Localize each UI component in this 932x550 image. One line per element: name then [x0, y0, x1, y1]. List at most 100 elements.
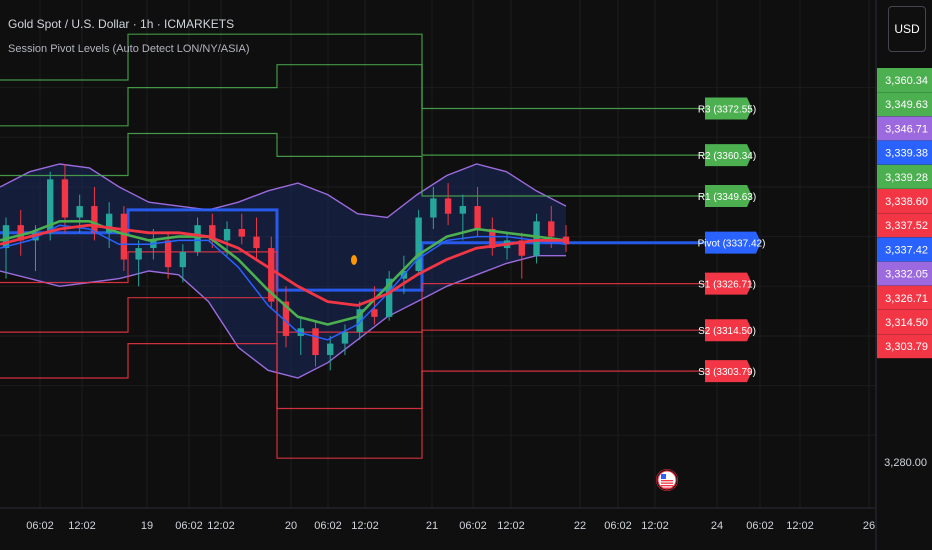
time-tick-label: 06:02	[175, 520, 203, 532]
pivot-label-tag	[705, 272, 752, 295]
indicator-label[interactable]: Session Pivot Levels (Auto Detect LON/NY…	[8, 43, 250, 55]
candle-body	[371, 309, 378, 317]
price-label-box	[877, 140, 932, 165]
price-label-box	[877, 334, 932, 359]
price-label-text: 3,332.05	[885, 269, 928, 281]
us-flag-icon-ring	[656, 469, 678, 491]
time-tick-label: 21	[426, 520, 438, 532]
time-tick-label: 12:02	[68, 520, 96, 532]
candle-body	[61, 179, 69, 218]
pivot-label-tag	[705, 185, 752, 208]
candle-body	[17, 225, 24, 241]
price-label-box	[877, 92, 932, 117]
us-flag-icon-stripe	[661, 480, 673, 482]
chart-title: Gold Spot / U.S. Dollar · 1h · ICMARKETS	[8, 17, 235, 31]
price-label-box	[877, 189, 932, 213]
candle-body	[415, 217, 422, 271]
time-tick-label: 12:02	[641, 520, 669, 532]
candle-body	[533, 221, 540, 256]
price-axis[interactable]: 3,360.34 3,349.63 3,346.71 3,339.38 3,339.28…	[875, 0, 932, 550]
time-axis[interactable]: 06:02 12:02 19 06:02 12:02 20 06:02 12:02 21 06:0…	[0, 507, 876, 532]
candle-body	[2, 225, 10, 249]
price-label-box	[877, 68, 932, 92]
price-label-box	[877, 310, 932, 334]
price-label-text: 3,337.52	[885, 220, 928, 232]
candle-body	[76, 206, 83, 218]
price-label-text: 3,349.63	[885, 99, 928, 111]
candle-body	[194, 225, 201, 252]
price-label-box	[877, 164, 932, 189]
price-label-text: 3,314.50	[885, 317, 928, 329]
moving-averages	[0, 220, 567, 341]
time-tick-label: 06:02	[604, 520, 632, 532]
level-line-s3	[0, 343, 705, 459]
pivot-label-text: R1 (3349.63)	[698, 192, 756, 203]
candle-body	[459, 206, 467, 214]
pivot-label-tag	[705, 360, 752, 383]
time-tick-label: 12:02	[786, 520, 814, 532]
price-label-text: 3,339.28	[885, 172, 928, 184]
pivot-label-tag	[705, 231, 761, 254]
pivot-label-text: Pivot (3337.42)	[698, 239, 766, 250]
candle-body	[474, 206, 481, 229]
pivot-level-labels: R3 (3372.55) R2 (3360.34) R1 (3349.63) Pivo…	[698, 97, 766, 383]
bollinger-upper-line	[0, 163, 567, 219]
candle-body	[268, 248, 275, 302]
ema-mid-line	[0, 224, 567, 341]
price-label-box	[877, 285, 932, 310]
candle-body	[91, 206, 98, 233]
price-label-box	[877, 213, 932, 238]
price-label-text: 3,360.34	[885, 75, 928, 87]
pivot-label-tag	[705, 97, 752, 120]
candle-body	[253, 236, 260, 249]
candle-body	[32, 232, 39, 241]
price-label-text: 3,303.79	[885, 341, 928, 353]
candle-body	[282, 301, 290, 336]
candle-body	[518, 240, 525, 256]
time-tick-label: 06:02	[314, 520, 342, 532]
time-tick-label: 12:02	[497, 520, 525, 532]
currency-selector[interactable]: USD	[888, 6, 926, 52]
price-tick-label: 3,280.00	[884, 457, 927, 469]
candle-body	[430, 198, 437, 218]
candle-body	[238, 228, 245, 237]
price-label-text: 3,326.71	[885, 293, 928, 305]
candle-body	[312, 328, 319, 356]
bollinger-fill	[0, 164, 566, 378]
time-tick-label: 06:02	[459, 520, 487, 532]
time-tick-label: 20	[285, 520, 297, 532]
candle-body	[105, 213, 113, 233]
us-event-flag[interactable]	[656, 469, 678, 491]
candle-body	[120, 213, 128, 260]
ema-slow-line	[0, 223, 566, 307]
time-tick-label: 12:02	[351, 520, 379, 532]
candle-body	[385, 278, 393, 317]
time-tick-label: 22	[574, 520, 586, 532]
signal-marker-icon	[351, 255, 357, 265]
candle-body	[209, 225, 216, 241]
price-label-box	[877, 261, 932, 286]
time-tick-label: 06:02	[746, 520, 774, 532]
time-tick-label: 24	[711, 520, 723, 532]
pivot-label-tag	[705, 144, 752, 167]
pivot-label-text: R2 (3360.34)	[698, 151, 756, 162]
candle-body	[548, 221, 555, 237]
candle-body	[47, 179, 54, 233]
price-label-text: 3,337.42	[885, 244, 928, 256]
candle-body	[341, 332, 349, 344]
price-label-text: 3,346.71	[885, 123, 928, 135]
price-label-box	[877, 237, 932, 262]
time-tick-label: 19	[141, 520, 153, 532]
pivot-label-tag	[705, 319, 752, 342]
candle-body	[179, 251, 187, 268]
price-label-box	[877, 116, 932, 141]
bollinger-lower-line	[0, 254, 566, 379]
time-tick-label: 06:02	[26, 520, 54, 532]
us-flag-icon-stripe	[661, 485, 673, 487]
level-line-r3	[0, 33, 705, 110]
us-flag-icon-canton	[661, 474, 666, 479]
candle-body	[489, 228, 496, 249]
price-label-text: 3,339.38	[885, 148, 928, 160]
us-flag-icon-stripe	[661, 487, 673, 489]
